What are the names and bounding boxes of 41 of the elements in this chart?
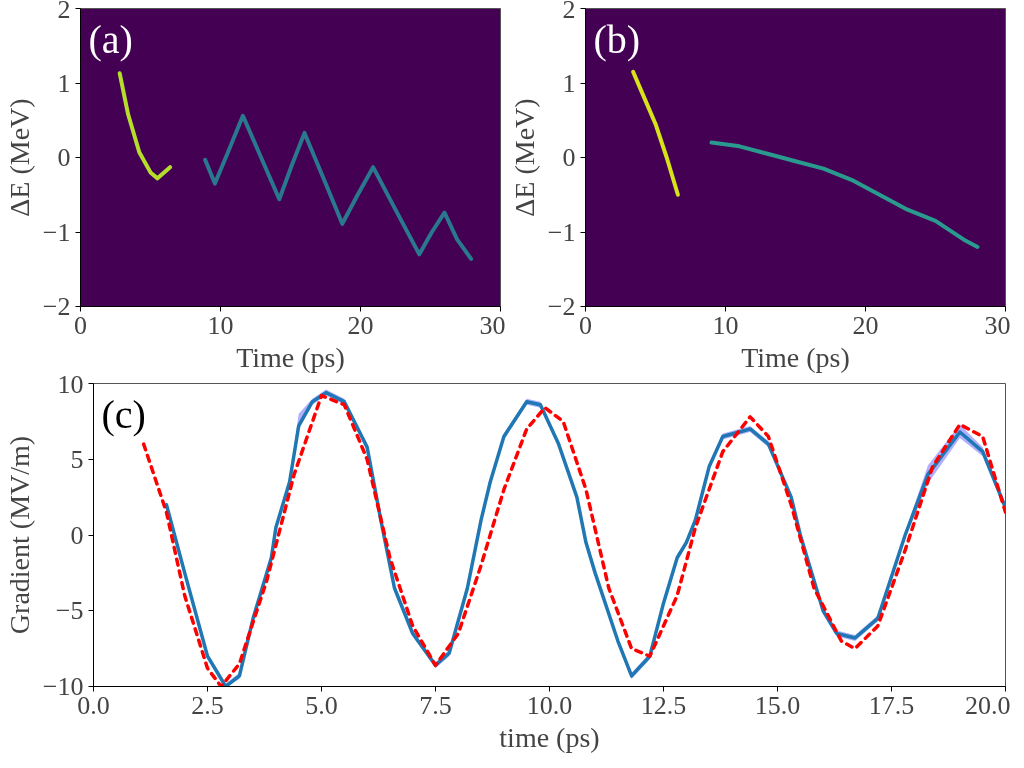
x-axis-title: Time (ps) xyxy=(236,341,345,373)
y-tick-label: 1 xyxy=(562,68,576,98)
x-tick-label: 7.5 xyxy=(419,690,452,720)
x-tick-label: 20 xyxy=(852,310,879,340)
x-tick-label: 30 xyxy=(984,310,1011,340)
x-tick-label: 20.0 xyxy=(965,690,1011,720)
y-axis-title: ΔE (MeV) xyxy=(3,98,35,217)
x-axis-title: time (ps) xyxy=(499,721,600,753)
y-tick-label: −1 xyxy=(42,217,71,247)
line-series xyxy=(117,71,173,181)
x-axis-title: Time (ps) xyxy=(741,341,850,373)
x-tick-label: 20 xyxy=(347,310,374,340)
line-series xyxy=(631,69,680,197)
y-axis-title: Gradient (MV/m) xyxy=(3,435,35,635)
y-axis-title: ΔE (MeV) xyxy=(508,98,540,217)
line-series xyxy=(203,113,474,261)
y-tick-label: 0 xyxy=(57,143,71,172)
y-tick-label: 1 xyxy=(57,68,71,98)
x-tick-label: 10 xyxy=(712,310,739,340)
y-tick-label: 0 xyxy=(70,520,84,550)
x-tick-label: 30 xyxy=(479,310,506,340)
y-tick-label: 0 xyxy=(562,143,576,172)
annotation: (b) xyxy=(593,16,641,62)
x-tick-label: 17.5 xyxy=(868,690,915,720)
y-tick-label: 2 xyxy=(562,0,576,24)
annotation: (c) xyxy=(101,391,146,437)
annotation: (a) xyxy=(88,16,133,62)
y-tick-label: −1 xyxy=(547,217,576,247)
x-tick-label: 10 xyxy=(207,310,234,340)
y-tick-label: −2 xyxy=(42,292,71,321)
x-tick-label: 5.0 xyxy=(305,690,338,720)
y-tick-label: 5 xyxy=(70,444,84,474)
x-tick-label: 12.5 xyxy=(640,690,687,720)
x-tick-label: 2.5 xyxy=(191,690,224,720)
y-tick-label: −5 xyxy=(55,596,84,626)
y-tick-label: 10 xyxy=(57,369,84,399)
line-series xyxy=(709,140,980,249)
x-tick-label: 15.0 xyxy=(754,690,801,720)
y-tick-label: 2 xyxy=(57,0,71,24)
y-tick-label: −2 xyxy=(547,292,576,321)
x-tick-label: 10.0 xyxy=(526,690,573,720)
